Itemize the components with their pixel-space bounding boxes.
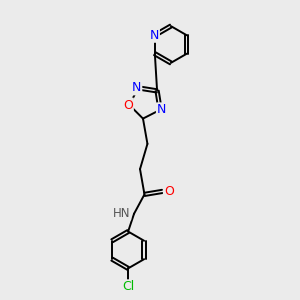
Text: N: N: [157, 103, 166, 116]
Text: HN: HN: [113, 207, 130, 220]
Text: O: O: [164, 185, 174, 198]
Text: O: O: [123, 98, 133, 112]
Text: Cl: Cl: [122, 280, 134, 293]
Text: N: N: [132, 81, 141, 94]
Text: N: N: [150, 29, 159, 42]
